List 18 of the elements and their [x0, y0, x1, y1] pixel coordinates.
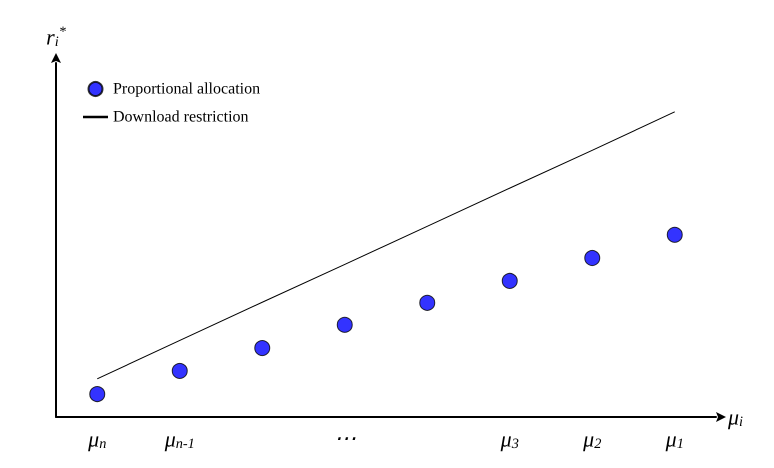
x-tick-label: ⋯ — [334, 426, 356, 450]
x-tick-label: μn — [87, 426, 106, 452]
point — [172, 362, 188, 379]
point — [502, 272, 518, 289]
legend-label: Download restriction — [113, 108, 249, 126]
point — [254, 340, 270, 356]
legend-label: Proportional allocation — [113, 80, 260, 98]
x-tick-label: μ3 — [500, 426, 519, 452]
y-axis-title: ri* — [46, 24, 67, 50]
x-tick-label: μ1 — [664, 426, 684, 452]
point — [89, 386, 106, 402]
x-tick-label: μn-1 — [164, 426, 195, 452]
point — [336, 316, 353, 333]
x-tick-label: μ2 — [582, 426, 602, 452]
point — [584, 250, 600, 266]
x-axis-title: μi — [727, 404, 744, 430]
point — [419, 294, 436, 311]
point — [666, 226, 683, 243]
